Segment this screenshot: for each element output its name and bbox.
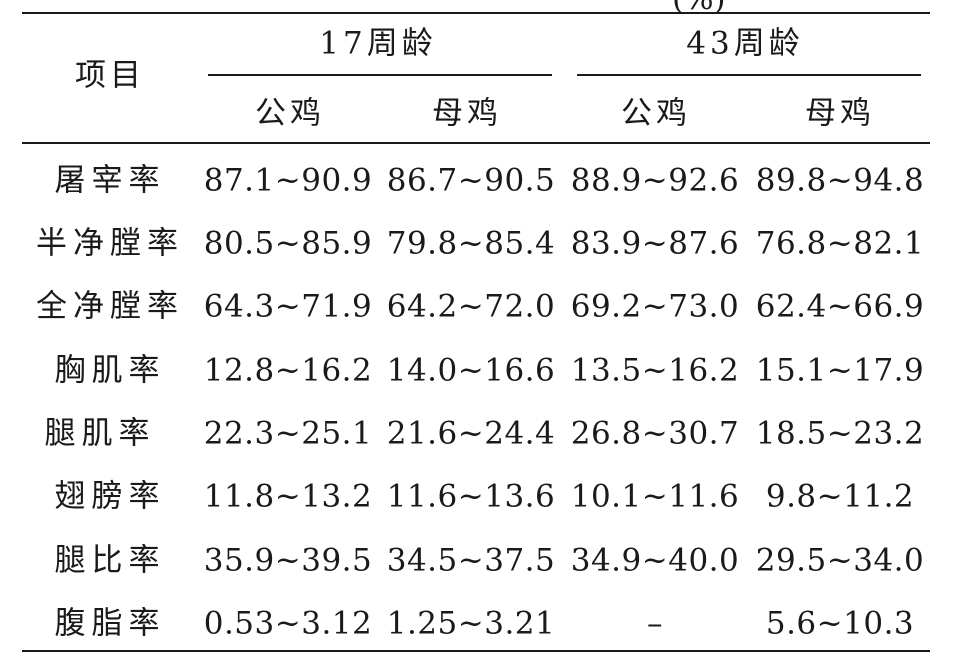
header-bottom-rule (22, 142, 930, 144)
row-label: 胸肌率 (54, 352, 166, 389)
table-cell: 18.5~23.2 (755, 415, 925, 452)
table-cell: 83.9~87.6 (570, 225, 740, 262)
table-cell: 34.5~37.5 (386, 542, 556, 579)
top-rule (22, 12, 930, 15)
group-rule-43 (577, 74, 921, 76)
table-cell: 14.0~16.6 (386, 352, 556, 389)
table-cell: 86.7~90.5 (386, 162, 556, 199)
table-cell: 69.2~73.0 (570, 288, 740, 325)
table-cell: – (647, 605, 663, 642)
table-cell: 10.1~11.6 (570, 478, 740, 515)
table-cell: 0.53~3.12 (203, 605, 373, 642)
cropped-top-glyph: (%) (672, 0, 726, 15)
group-rule-17 (208, 74, 552, 76)
row-label: 翅膀率 (54, 478, 166, 515)
row-label: 全净膛率 (36, 288, 184, 325)
table-cell: 21.6~24.4 (386, 415, 556, 452)
table-cell: 80.5~85.9 (203, 225, 373, 262)
header-item: 项目 (75, 57, 145, 94)
row-label: 腿比率 (54, 542, 166, 579)
table-cell: 12.8~16.2 (203, 352, 373, 389)
header-group-43: 43周龄 (686, 25, 804, 62)
table-cell: 11.6~13.6 (386, 478, 556, 515)
header-sub-rooster-43: 公鸡 (621, 95, 691, 132)
table-cell: 15.1~17.9 (755, 352, 925, 389)
row-label: 半净膛率 (36, 225, 184, 262)
table-cell: 34.9~40.0 (570, 542, 740, 579)
table-cell: 11.8~13.2 (203, 478, 373, 515)
table-cell: 13.5~16.2 (570, 352, 740, 389)
header-sub-hen-17: 母鸡 (432, 95, 502, 132)
header-sub-hen-43: 母鸡 (805, 95, 875, 132)
table-cell: 76.8~82.1 (755, 225, 925, 262)
table-cell: 22.3~25.1 (203, 415, 373, 452)
table-cell: 1.25~3.21 (386, 605, 556, 642)
table-cell: 62.4~66.9 (755, 288, 925, 325)
table-cell: 5.6~10.3 (765, 605, 915, 642)
header-group-17: 17周龄 (319, 25, 437, 62)
table-cell: 89.8~94.8 (755, 162, 925, 199)
table-cell: 79.8~85.4 (386, 225, 556, 262)
table-cell: 87.1~90.9 (203, 162, 373, 199)
table-cell: 29.5~34.0 (755, 542, 925, 579)
header-sub-rooster-17: 公鸡 (255, 95, 325, 132)
bottom-rule (22, 650, 930, 653)
table-cell: 35.9~39.5 (203, 542, 373, 579)
table-cell: 88.9~92.6 (570, 162, 740, 199)
table-cell: 26.8~30.7 (570, 415, 740, 452)
table-cell: 64.3~71.9 (203, 288, 373, 325)
table-cell: 64.2~72.0 (386, 288, 556, 325)
table-cell: 9.8~11.2 (765, 478, 915, 515)
row-label: 屠宰率 (54, 162, 166, 199)
row-label: 腿肌率 (44, 415, 156, 452)
row-label: 腹脂率 (54, 605, 166, 642)
